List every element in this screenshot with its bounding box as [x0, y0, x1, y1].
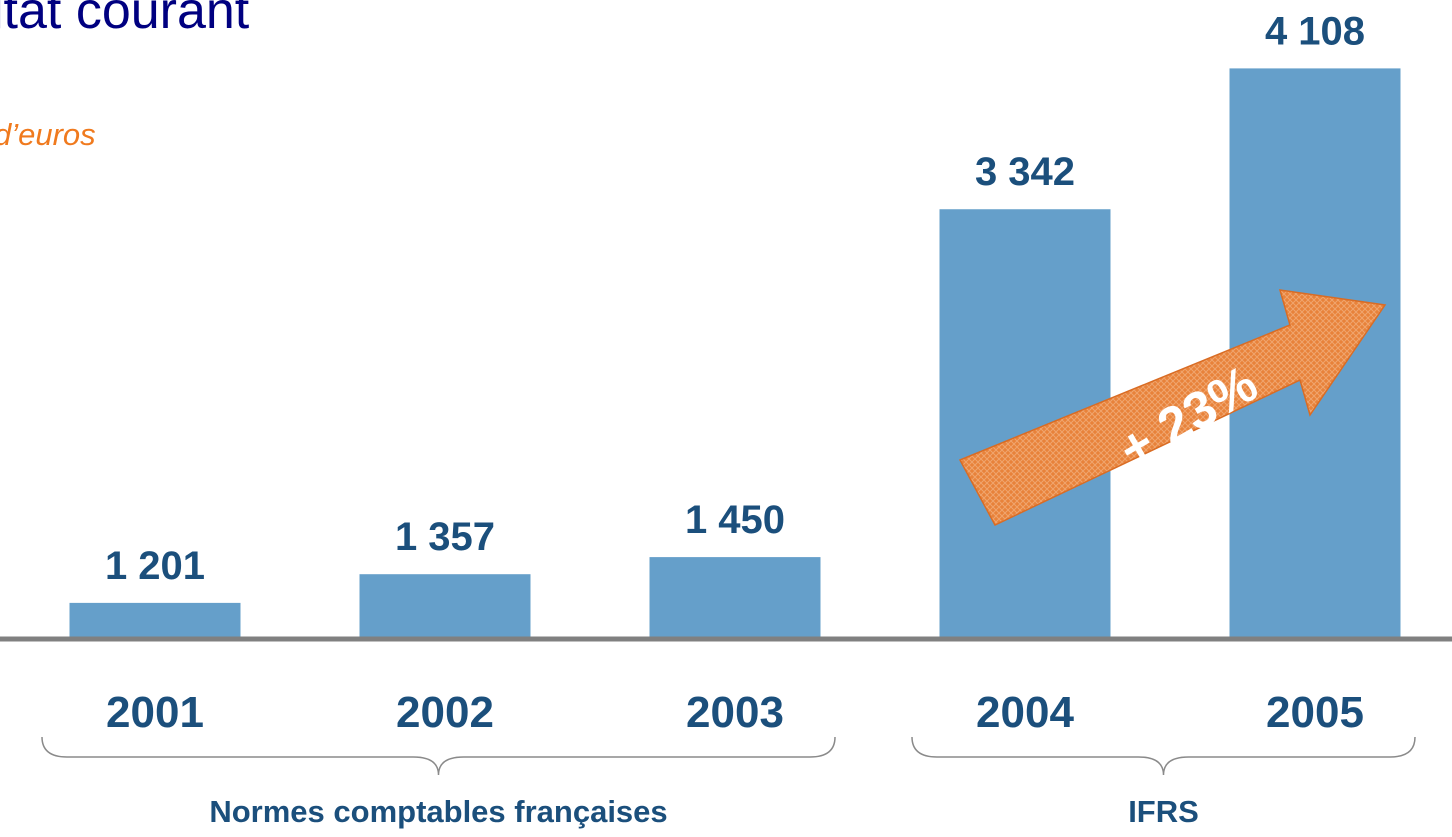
bar — [359, 574, 531, 638]
group-brace — [911, 736, 1416, 776]
bar — [649, 557, 821, 638]
value-label: 1 201 — [105, 544, 205, 588]
chart-title: ltat courant — [0, 0, 250, 40]
x-tick-label: 2002 — [396, 688, 494, 737]
value-label: 4 108 — [1265, 9, 1365, 53]
value-label: 3 342 — [975, 150, 1075, 194]
value-label: 1 450 — [685, 498, 785, 542]
x-tick-label: 2004 — [976, 688, 1074, 737]
growth-arrow — [958, 289, 1387, 526]
value-label: 1 357 — [395, 515, 495, 559]
subtitle: d’euros — [0, 117, 96, 152]
bar — [69, 602, 241, 638]
group-brace — [41, 736, 836, 776]
group-label: IFRS — [1128, 794, 1199, 829]
x-tick-label: 2005 — [1266, 688, 1364, 737]
x-tick-label: 2003 — [686, 688, 784, 737]
group-label: Normes comptables françaises — [209, 794, 667, 829]
x-tick-label: 2001 — [106, 688, 204, 737]
bars — [69, 68, 1401, 638]
